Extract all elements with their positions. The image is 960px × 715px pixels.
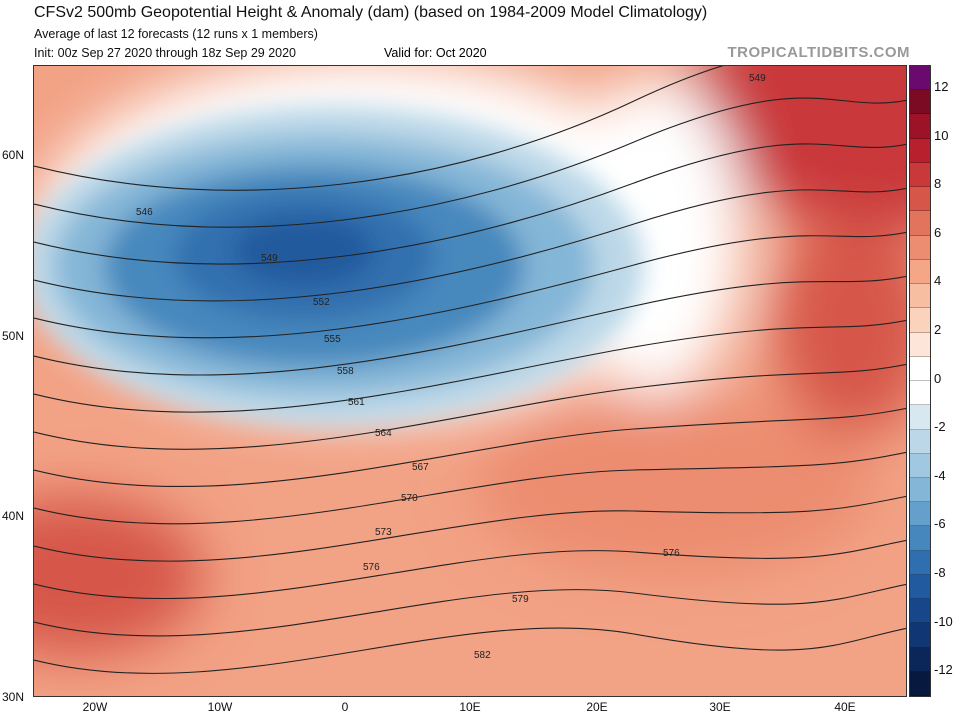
contour-line [34,143,906,265]
colorbar-label: -10 [934,613,953,629]
lon-label-40e: 40E [834,700,856,714]
colorbar-segment [910,138,930,163]
colorbar-segment [910,526,930,551]
colorbar-label: -12 [934,662,953,678]
colorbar-segment [910,381,930,406]
contour-line [34,583,906,637]
colorbar-label: 10 [934,127,949,143]
colorbar-label: 12 [934,79,949,94]
contour-line [34,187,906,302]
colorbar-segment [910,308,930,333]
valid-time: Valid for: Oct 2020 [384,46,487,60]
colorbar-segment [910,66,930,91]
contour-label: 546 [136,207,153,218]
colorbar-segment [910,114,930,139]
colorbar-segment [910,453,930,478]
contour-label: 549 [749,73,766,84]
contour-line [34,363,906,450]
colorbar-segment [910,356,930,382]
colorbar-segment [910,550,930,575]
colorbar-segment [910,599,930,624]
colorbar-label: -6 [934,516,946,532]
colorbar-segment [910,502,930,527]
lon-label-20w: 20W [82,700,108,714]
colorbar-segment [910,90,930,115]
colorbar-label: -2 [934,419,946,435]
colorbar-segment [910,671,930,697]
colorbar-label: -4 [934,467,946,483]
contour-labels: 549 546 549 552 555 558 561 564 567 570 … [136,73,766,661]
lat-label-40n: 40N [2,509,25,523]
colorbar-label: -8 [934,565,946,580]
colorbar-segment [910,623,930,648]
contour-label: 561 [348,397,365,408]
contour-line [34,495,906,562]
colorbar-label: 4 [934,273,942,289]
contour-label: 576 [663,548,680,559]
contour-line [34,539,906,600]
lon-label-0: 0 [341,700,349,714]
colorbar-label: 0 [934,370,942,386]
anomaly-map: 549 546 549 552 555 558 561 564 567 570 … [33,65,907,697]
contour-label: 570 [401,493,418,504]
contour-label: 579 [512,594,529,605]
colorbar-segment [910,647,930,672]
contour-line [34,451,906,525]
colorbar-segment [910,332,930,357]
contour-label: 552 [313,297,330,308]
colorbar-label: 2 [934,322,942,337]
contour-line [34,231,906,339]
lat-label-50n: 50N [2,329,25,343]
contour-line [34,97,906,228]
contour-line [34,627,906,674]
contour-line [34,275,906,376]
colorbar-segment [910,235,930,260]
colorbar-segment [910,405,930,430]
colorbar-segment [910,284,930,309]
contour-line [34,66,724,191]
colorbar-segment [910,574,930,600]
contour-label: 582 [474,650,491,661]
contour-label: 555 [324,334,341,345]
colorbar-segment [910,187,930,212]
colorbar [909,65,931,697]
contour-label: 573 [375,527,392,538]
contour-label: 558 [337,366,354,377]
lat-label-30n: 30N [2,690,25,704]
chart-subtitle: Average of last 12 forecasts (12 runs x … [34,27,318,41]
contour-label: 564 [375,428,392,439]
colorbar-segment [910,211,930,236]
lon-label-20e: 20E [586,700,608,714]
colorbar-label: 6 [934,224,942,240]
height-contours [34,66,906,674]
lon-label-10w: 10W [207,700,233,714]
init-time: Init: 00z Sep 27 2020 through 18z Sep 29… [34,46,297,60]
chart-title: CFSv2 500mb Geopotential Height & Anomal… [34,4,708,21]
contour-line [34,319,906,413]
colorbar-segment [910,477,930,503]
contour-label: 576 [363,562,380,573]
colorbar-segment [910,429,930,454]
lon-label-10e: 10E [459,700,481,714]
contour-line [34,407,906,488]
contour-label: 549 [261,253,278,264]
contour-label: 567 [412,462,429,473]
lat-label-60n: 60N [2,148,25,162]
colorbar-segment [910,162,930,188]
colorbar-label: 8 [934,176,942,192]
lon-label-30e: 30E [709,700,731,714]
brand-watermark: TROPICALTIDBITS.COM [727,44,910,61]
colorbar-segment [910,259,930,285]
